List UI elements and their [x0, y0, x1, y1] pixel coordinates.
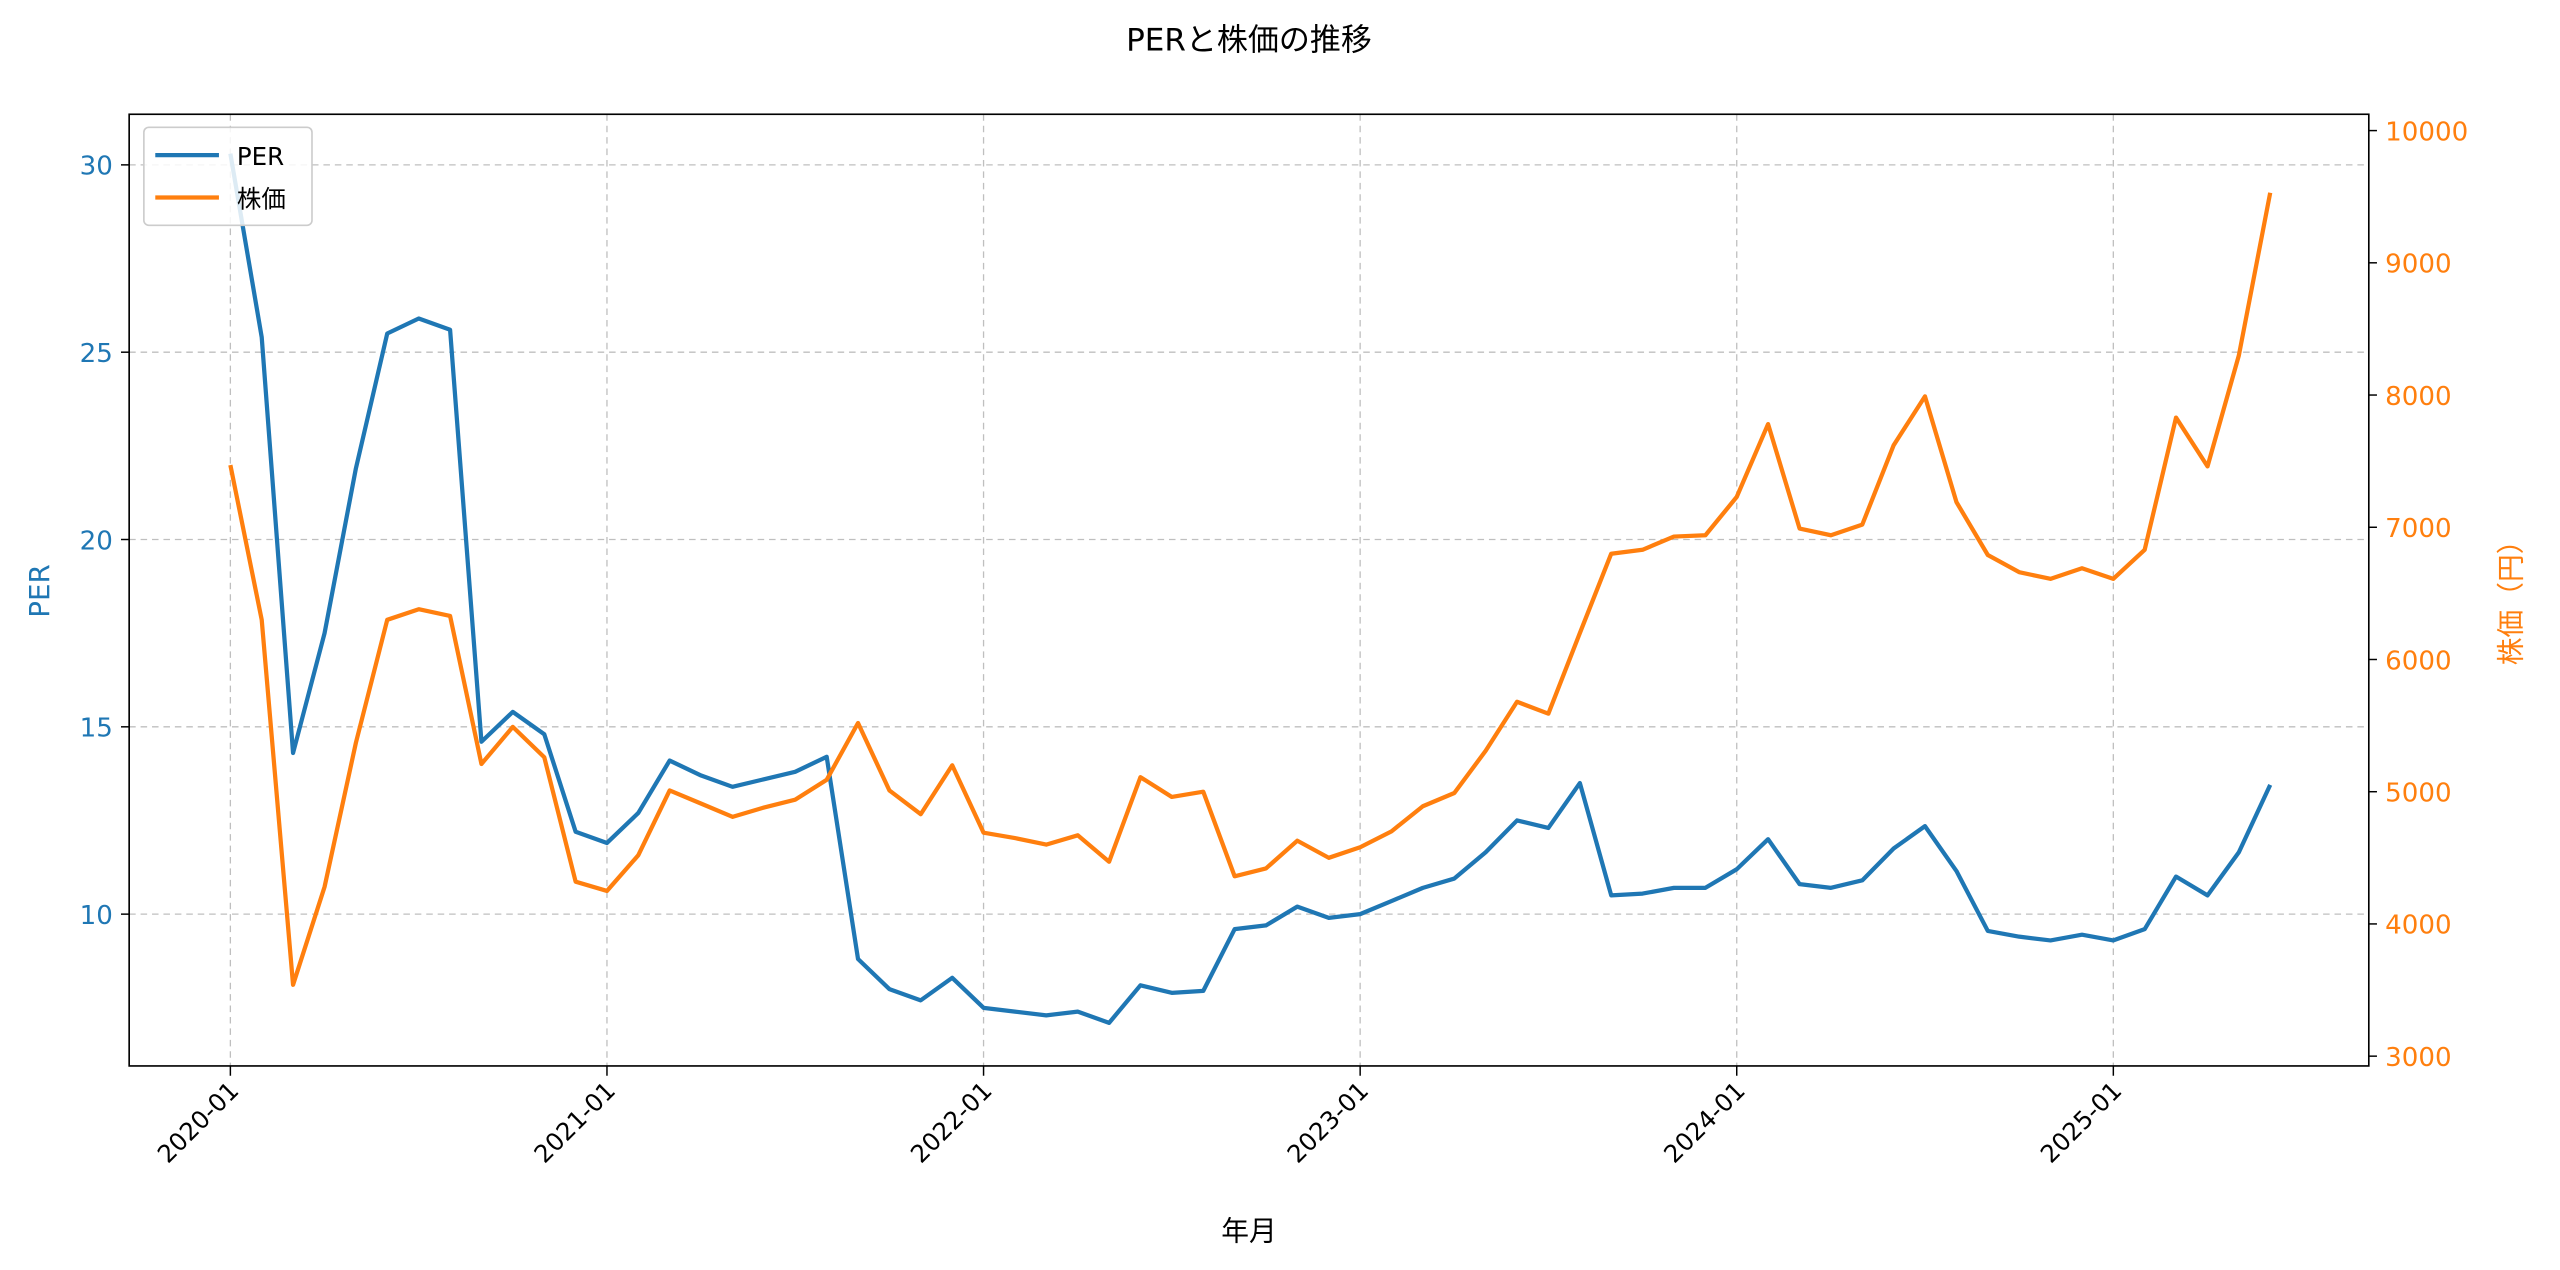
x-tick-label: 2024-01: [1658, 1076, 1751, 1169]
x-axis: 2020-01 2021-01 2022-01 2023-01 2024-01 2025-…: [152, 1065, 2128, 1169]
right-y-tick-label: 9000: [2385, 250, 2451, 280]
left-y-axis: 10 15 20 25 30: [80, 152, 130, 931]
right-y-tick-label: 10000: [2385, 117, 2468, 147]
legend-per-label: PER: [237, 142, 284, 171]
right-y-axis: 3000 4000 5000 6000 7000 8000 9000 10000: [2368, 117, 2468, 1073]
chart-title: PERと株価の推移: [1126, 23, 1372, 59]
left-y-tick-label: 20: [80, 526, 113, 556]
gridlines: [129, 114, 2369, 1066]
plot-area-border: [128, 113, 2370, 1067]
legend-box: [143, 126, 313, 227]
legend: PER 株価: [143, 126, 313, 227]
right-y-tick-label: 6000: [2385, 646, 2451, 676]
x-tick-label: 2025-01: [2035, 1076, 2128, 1169]
right-y-axis-label: 株価（円）: [2495, 526, 2528, 665]
data-series: [228, 153, 2273, 1025]
x-tick-label: 2021-01: [528, 1076, 621, 1169]
price-line: [228, 192, 2273, 987]
right-y-tick-label: 5000: [2385, 779, 2451, 809]
left-y-axis-label: PER: [23, 564, 56, 618]
x-axis-label: 年月: [1221, 1215, 1277, 1248]
right-y-tick-label: 8000: [2385, 382, 2451, 412]
left-y-tick-label: 30: [80, 152, 113, 182]
left-y-tick-label: 15: [80, 714, 113, 744]
left-y-tick-label: 10: [80, 901, 113, 931]
legend-price-label: 株価: [237, 184, 286, 213]
x-tick-label: 2022-01: [905, 1076, 998, 1169]
x-tick-label: 2023-01: [1281, 1076, 1374, 1169]
right-y-tick-label: 3000: [2385, 1043, 2451, 1073]
x-tick-label: 2020-01: [152, 1076, 245, 1169]
right-y-tick-label: 7000: [2385, 514, 2451, 544]
per-line: [228, 153, 2273, 1025]
right-y-tick-label: 4000: [2385, 911, 2451, 941]
left-y-tick-label: 25: [80, 339, 113, 369]
